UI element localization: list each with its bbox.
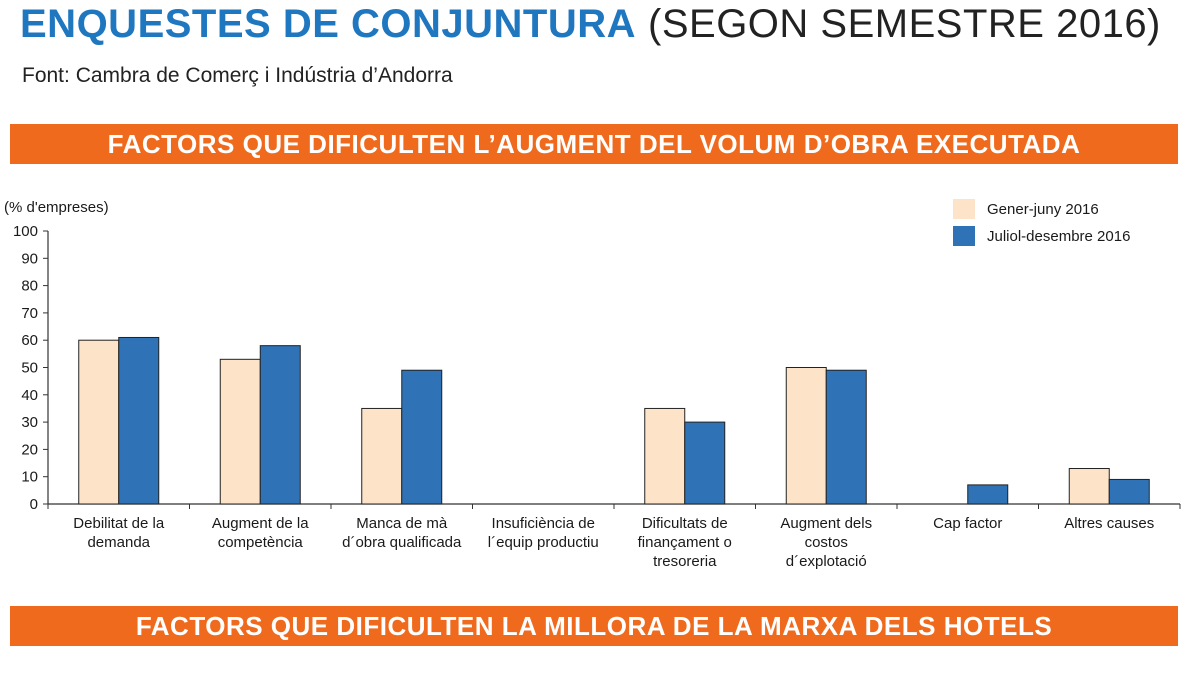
- category-label-4: Insuficiència de l´equip productiu: [488, 515, 599, 551]
- bar-s2-c7: [967, 484, 1009, 505]
- y-tick-label-30: 30: [21, 414, 38, 431]
- bar-s2-c6: [825, 369, 867, 505]
- bar-s1-c1: [78, 339, 120, 505]
- legend-label-1: Gener-juny 2016: [987, 201, 1099, 218]
- category-label-line: Augment dels: [780, 515, 872, 532]
- bar-s2-c3: [401, 369, 443, 505]
- category-label-5: Dificultats de finançament o tresoreria: [638, 515, 732, 570]
- category-label-line: Altres causes: [1064, 515, 1154, 532]
- section-banner-obra: FACTORS QUE DIFICULTEN L’AUGMENT DEL VOL…: [10, 124, 1178, 164]
- page-title: ENQUESTES DE CONJUNTURA (SEGON SEMESTRE 2…: [20, 2, 1161, 47]
- y-tick-label-50: 50: [21, 360, 38, 377]
- y-axis-label: (% d'empreses): [4, 199, 109, 216]
- category-label-line: Debilitat de la: [73, 515, 165, 532]
- category-label-line: tresoreria: [653, 553, 717, 570]
- bar-s1-c2: [219, 358, 261, 505]
- legend-swatch-1: [953, 199, 975, 219]
- bar-s1-c3: [361, 407, 403, 505]
- category-label-line: finançament o: [638, 534, 732, 551]
- category-label-line: demanda: [87, 534, 150, 551]
- bar-s2-c5: [684, 421, 726, 505]
- category-label-3: Manca de mà d´obra qualificada: [342, 515, 462, 551]
- bar-s1-c5: [644, 407, 686, 505]
- category-label-1: Debilitat de la demanda: [73, 515, 165, 551]
- category-label-line: Insuficiència de: [492, 515, 595, 532]
- y-tick-label-60: 60: [21, 332, 38, 349]
- bar-s2-c2: [259, 345, 301, 505]
- source-text: Font: Cambra de Comerç i Indústria d’And…: [22, 64, 453, 87]
- category-label-line: Cap factor: [933, 515, 1002, 532]
- bar-s2-c1: [118, 336, 160, 505]
- y-tick-label-90: 90: [21, 250, 38, 267]
- title-main: ENQUESTES DE CONJUNTURA: [20, 2, 637, 46]
- y-tick-label-0: 0: [30, 496, 38, 513]
- category-label-line: competència: [218, 534, 304, 551]
- category-label-line: Augment de la: [212, 515, 309, 532]
- category-label-2: Augment de la competència: [212, 515, 309, 551]
- legend-label-2: Juliol-desembre 2016: [987, 228, 1130, 245]
- title-subtitle: (SEGON SEMESTRE 2016): [648, 2, 1161, 46]
- category-label-8: Altres causes: [1064, 515, 1154, 532]
- category-label-line: Dificultats de: [642, 515, 728, 532]
- category-label-line: d´obra qualificada: [342, 534, 462, 551]
- y-tick-label-80: 80: [21, 278, 38, 295]
- section-banner-obra-label: FACTORS QUE DIFICULTEN L’AUGMENT DEL VOL…: [107, 128, 1081, 159]
- legend-swatch-2: [953, 226, 975, 246]
- category-label-line: Manca de mà: [356, 515, 448, 532]
- bar-s2-c8: [1108, 478, 1150, 505]
- y-tick-label-10: 10: [21, 469, 38, 486]
- y-tick-label-100: 100: [13, 223, 38, 240]
- category-label-7: Cap factor: [933, 515, 1002, 532]
- y-tick-label-70: 70: [21, 305, 38, 322]
- category-label-line: d´explotació: [786, 553, 867, 570]
- y-tick-label-20: 20: [21, 441, 38, 458]
- section-banner-hotels: FACTORS QUE DIFICULTEN LA MILLORA DE LA …: [10, 606, 1178, 646]
- bar-chart: (% d'empreses) 0 10 20 30 40 50 60 70 80 90 100 Debi…: [4, 199, 1181, 570]
- section-banner-hotels-label: FACTORS QUE DIFICULTEN LA MILLORA DE LA …: [135, 610, 1053, 641]
- y-tick-label-40: 40: [21, 387, 38, 404]
- bar-s1-c8: [1068, 468, 1110, 505]
- category-label-line: costos: [805, 534, 848, 551]
- category-label-line: l´equip productiu: [488, 534, 599, 551]
- category-label-6: Augment dels costos d´explotació: [780, 515, 872, 570]
- bar-s1-c6: [785, 367, 827, 505]
